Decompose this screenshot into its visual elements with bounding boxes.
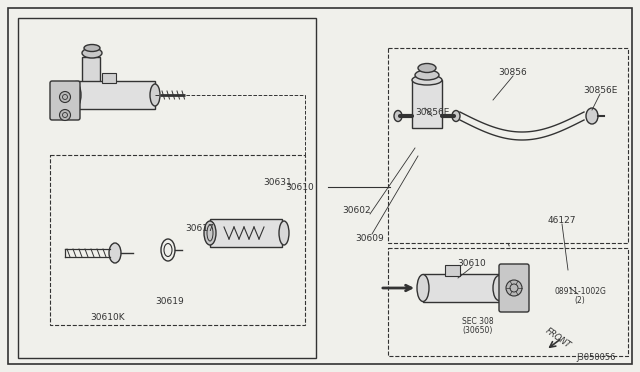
Bar (75, 81, 155, 109)
Ellipse shape (204, 221, 216, 245)
Ellipse shape (418, 64, 436, 73)
Text: (2): (2) (575, 295, 586, 305)
Ellipse shape (69, 82, 81, 108)
Bar (18, 18, 316, 358)
Text: 30856: 30856 (499, 67, 527, 77)
Ellipse shape (84, 45, 100, 51)
Text: 30610K: 30610K (91, 314, 125, 323)
Text: 30609: 30609 (356, 234, 385, 243)
Circle shape (60, 92, 70, 103)
Text: J3050056: J3050056 (576, 353, 616, 362)
Ellipse shape (412, 75, 442, 85)
Bar (388, 248, 628, 356)
FancyBboxPatch shape (50, 81, 80, 120)
Circle shape (506, 280, 522, 296)
Ellipse shape (417, 275, 429, 301)
Ellipse shape (279, 221, 289, 245)
Text: 30856E: 30856E (415, 108, 449, 116)
Text: (30650): (30650) (463, 326, 493, 334)
Bar (445, 265, 460, 276)
Text: 30856E: 30856E (583, 86, 617, 94)
Text: 08911-1002G: 08911-1002G (554, 286, 606, 295)
Bar (388, 48, 628, 243)
Ellipse shape (82, 48, 102, 58)
Ellipse shape (452, 110, 460, 122)
Text: 30610: 30610 (458, 259, 486, 267)
Bar (82, 57, 100, 87)
Ellipse shape (415, 70, 439, 80)
Ellipse shape (394, 110, 402, 122)
Ellipse shape (109, 243, 121, 263)
Text: 30610: 30610 (285, 183, 314, 192)
Text: FRONT: FRONT (543, 326, 572, 350)
Text: 30602: 30602 (342, 205, 371, 215)
Text: SEC 308: SEC 308 (462, 317, 494, 327)
Bar (50, 155, 305, 325)
Text: 30617: 30617 (186, 224, 214, 232)
Bar (102, 73, 116, 83)
Ellipse shape (150, 84, 160, 106)
Text: 46127: 46127 (548, 215, 576, 224)
Text: 30631: 30631 (264, 177, 292, 186)
Circle shape (60, 109, 70, 121)
FancyBboxPatch shape (499, 264, 529, 312)
Ellipse shape (493, 276, 505, 301)
Bar (423, 274, 499, 302)
Text: 30619: 30619 (156, 298, 184, 307)
Bar (210, 219, 282, 247)
Ellipse shape (586, 108, 598, 124)
Bar (412, 80, 442, 128)
